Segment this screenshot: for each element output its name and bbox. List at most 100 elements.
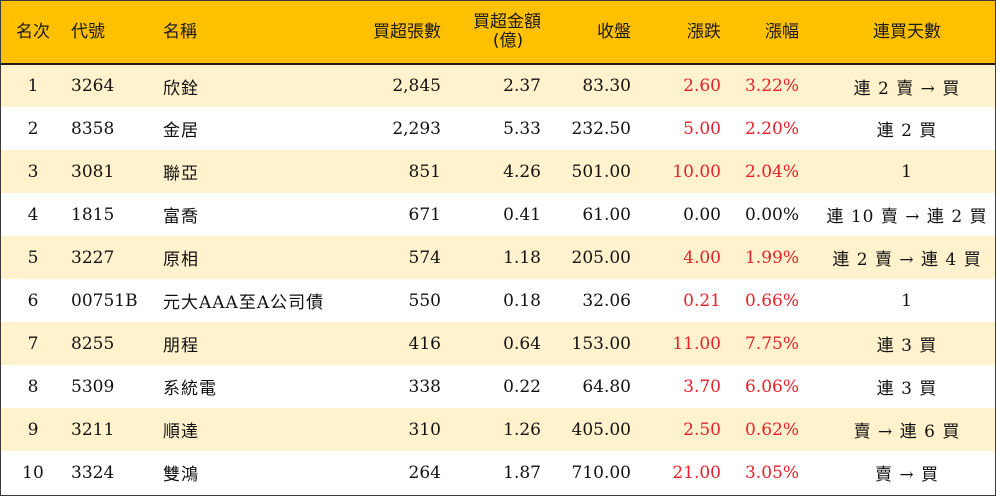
cell-lots: 310 — [408, 419, 441, 440]
cell-change: 10.00 — [672, 161, 721, 182]
cell-days: 賣 → 買 — [874, 465, 940, 485]
table-row: 10 3324 雙鴻 264 1.87 710.00 21.00 3.05% 賣 → 買 — [1, 451, 995, 494]
cell-pct: 3.05% — [744, 462, 799, 483]
table-row: 5 3227 原相 574 1.18 205.00 4.00 1.99% 連 2 賣 → 連 4… — [1, 236, 995, 279]
table-row: 9 3211 順達 310 1.26 405.00 2.50 0.62% 賣 → 連 6 買 — [1, 408, 995, 451]
cell-lots: 416 — [408, 333, 441, 354]
cell-amount: 1.87 — [503, 462, 541, 483]
table-body: 1 3 2 6 4 欣銓 2,845 2.37 83.30 2.60 3.22% 連 2 賣 → 買 2… — [1, 64, 995, 494]
cell-lots: 2,293 — [392, 118, 441, 139]
cell-lots: 851 — [408, 161, 441, 182]
cell-name: 富喬 — [163, 207, 199, 227]
cell-lots: 550 — [408, 290, 441, 311]
cell-days: 連 2 賣 → 買 — [853, 78, 961, 99]
cell-code: 3211 — [71, 419, 115, 440]
cell-rank: 9 — [27, 419, 39, 440]
cell-days: 1 — [901, 290, 913, 311]
table-row: 1 3264 欣銓 2,845 2.37 83.30 2.60 3.22% 連 2 賣 → 買 — [1, 64, 995, 107]
cell-name: 朋程 — [163, 336, 199, 356]
header-lots: 買超張數 — [373, 21, 441, 42]
cell-change: 5.00 — [683, 118, 721, 139]
cell-days: 連 3 買 — [876, 379, 938, 399]
cell-pct: 7.75% — [744, 333, 799, 354]
cell-amount: 0.18 — [503, 290, 541, 311]
cell-rank: 10 — [22, 462, 44, 483]
cell-days: 連 3 買 — [876, 336, 938, 356]
cell-code: 00751B — [71, 290, 138, 311]
cell-code: 3324 — [71, 462, 115, 483]
cell-days: 1 — [901, 161, 913, 182]
cell-rank: 3 — [27, 161, 39, 182]
table-row: 3 3081 聯亞 851 4.26 501.00 10.00 2.04% 1 — [1, 150, 995, 193]
cell-amount: 4.26 — [503, 161, 541, 182]
cell-change: 0.00 — [683, 204, 721, 225]
cell-close: 710.00 — [571, 462, 631, 483]
cell-change: 11.00 — [672, 333, 721, 354]
cell-code: 5309 — [71, 376, 115, 397]
cell-pct: 3.22% — [744, 76, 799, 96]
cell-close: 64.80 — [582, 376, 631, 397]
cell-rank: 1 — [27, 76, 39, 96]
cell-pct: 6.06% — [744, 376, 799, 397]
cell-name: 元大AAA至A公司債 — [163, 293, 325, 313]
cell-change: 2.60 — [683, 76, 721, 96]
cell-lots: 338 — [408, 376, 441, 397]
cell-lots: 574 — [408, 247, 441, 268]
cell-amount: 1.18 — [503, 247, 541, 268]
header-code: 代號 — [71, 21, 105, 42]
cell-code: 3227 — [71, 247, 115, 268]
header-rank: 名次 — [16, 21, 50, 42]
cell-rank: 8 — [27, 376, 39, 397]
cell-rank: 4 — [27, 204, 39, 225]
cell-code: 3081 — [71, 161, 115, 182]
table-row: 7 8255 朋程 416 0.64 153.00 11.00 7.75% 連 3 買 — [1, 322, 995, 365]
cell-name: 原相 — [163, 250, 199, 270]
table-row: 8 5309 系統電 338 0.22 64.80 3.70 6.06% 連 3 買 — [1, 365, 995, 408]
header-row: 名次 代號 名稱 買超張數 買超金額 (億) 收盤 漲跌 漲幅 連買天數 — [1, 1, 995, 64]
cell-amount: 1.26 — [503, 419, 541, 440]
cell-days: 連 2 買 — [876, 121, 938, 141]
cell-name: 欣銓 — [163, 78, 199, 99]
cell-amount: 2.37 — [503, 76, 541, 96]
cell-days: 連 10 賣 → 連 2 買 — [826, 207, 988, 227]
cell-close: 205.00 — [571, 247, 631, 268]
cell-name: 金居 — [163, 121, 199, 141]
cell-change: 2.50 — [683, 419, 721, 440]
cell-change: 4.00 — [683, 247, 721, 268]
cell-code: 8255 — [71, 333, 115, 354]
cell-pct: 1.99% — [744, 247, 799, 268]
header-close: 收盤 — [597, 21, 631, 42]
cell-pct: 0.62% — [744, 419, 799, 440]
table-header: 名次 代號 名稱 買超張數 買超金額 (億) 收盤 漲跌 漲幅 連買天數 — [1, 1, 995, 64]
header-amount-line2: (億) — [492, 31, 524, 51]
cell-close: 153.00 — [571, 333, 631, 354]
cell-amount: 0.64 — [503, 333, 541, 354]
cell-change: 3.70 — [683, 376, 721, 397]
header-name: 名稱 — [163, 21, 197, 42]
cell-change: 0.21 — [683, 290, 721, 311]
cell-name: 雙鴻 — [163, 465, 199, 485]
cell-lots: 2,845 — [392, 76, 441, 96]
table-row: 2 8358 金居 2,293 5.33 232.50 5.00 2.20% 連 2 買 — [1, 107, 995, 150]
cell-days: 賣 → 連 6 買 — [853, 422, 961, 442]
cell-close: 83.30 — [582, 76, 631, 96]
cell-pct: 2.20% — [744, 118, 799, 139]
cell-lots: 671 — [408, 204, 441, 225]
cell-name: 順達 — [163, 422, 199, 442]
table-row: 4 1815 富喬 671 0.41 61.00 0.00 0.00% 連 10 賣 → 連 2… — [1, 193, 995, 236]
table-row: 6 00751B 元大AAA至A公司債 550 0.18 32.06 0.21 0.66% 1 — [1, 279, 995, 322]
cell-close: 501.00 — [571, 161, 631, 182]
cell-name: 系統電 — [163, 379, 217, 399]
header-change: 漲跌 — [687, 21, 721, 42]
cell-amount: 0.22 — [503, 376, 541, 397]
cell-close: 405.00 — [571, 419, 631, 440]
cell-pct: 0.66% — [744, 290, 799, 311]
cell-pct: 2.04% — [744, 161, 799, 182]
cell-amount: 5.33 — [503, 118, 541, 139]
cell-rank: 2 — [27, 118, 39, 139]
cell-change: 21.00 — [672, 462, 721, 483]
cell-name: 聯亞 — [163, 164, 199, 184]
cell-rank: 6 — [27, 290, 39, 311]
